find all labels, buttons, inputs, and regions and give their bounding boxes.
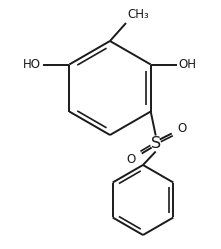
Text: HO: HO xyxy=(23,58,41,71)
Text: OH: OH xyxy=(179,58,197,71)
Text: S: S xyxy=(151,136,161,151)
Text: CH₃: CH₃ xyxy=(127,8,149,21)
Text: O: O xyxy=(178,122,187,135)
Text: O: O xyxy=(126,153,136,166)
